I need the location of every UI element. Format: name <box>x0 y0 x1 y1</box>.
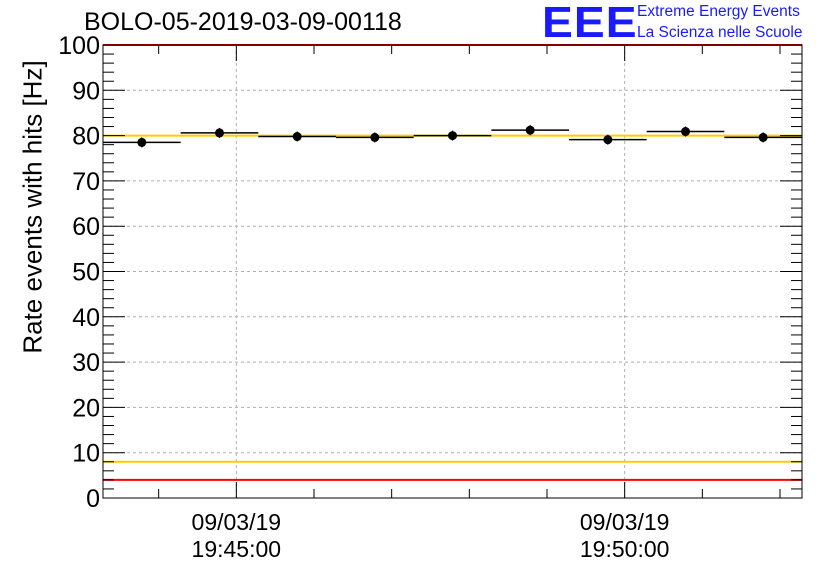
x-tick-label-date: 09/03/19 <box>580 509 670 535</box>
y-tick-label: 50 <box>72 259 100 287</box>
x-tick-label-time: 19:50:00 <box>580 536 670 562</box>
data-point <box>603 135 613 145</box>
tick-labels: 010203040506070809010009/03/1919:45:0009… <box>58 32 669 562</box>
data-point <box>137 137 147 147</box>
grid-lines <box>103 45 802 498</box>
y-tick-label: 0 <box>86 485 100 513</box>
data-point <box>215 128 224 138</box>
y-tick-label: 70 <box>72 168 100 196</box>
x-tick-label-date: 09/03/19 <box>192 509 282 535</box>
data-series <box>103 125 802 148</box>
reference-lines <box>103 44 802 481</box>
y-tick-label: 20 <box>72 394 100 422</box>
eee-logo: EEE <box>542 0 638 47</box>
data-point <box>758 132 768 142</box>
y-tick-label: 80 <box>72 123 100 151</box>
data-point <box>525 125 535 135</box>
y-tick-label: 100 <box>58 32 100 60</box>
axis-ticks <box>103 44 802 499</box>
logo-line-2: La Scienza nelle Scuole <box>637 24 803 41</box>
data-point <box>681 127 690 137</box>
logo-line-1: Extreme Energy Events <box>637 3 800 20</box>
data-point <box>292 132 302 142</box>
y-tick-label: 60 <box>72 213 100 241</box>
y-tick-label: 90 <box>72 77 100 105</box>
chart-title: BOLO-05-2019-03-09-00118 <box>84 8 402 36</box>
data-point <box>370 132 380 142</box>
y-tick-label: 30 <box>72 349 100 377</box>
data-point <box>448 131 457 141</box>
y-tick-label: 40 <box>72 304 100 332</box>
x-tick-label-time: 19:45:00 <box>192 536 282 562</box>
y-tick-label: 10 <box>72 440 100 468</box>
